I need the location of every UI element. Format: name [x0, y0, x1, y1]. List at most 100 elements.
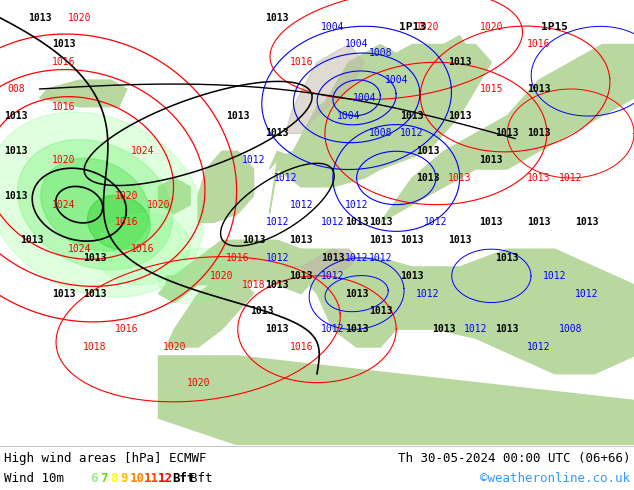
Text: 1013: 1013 — [4, 147, 28, 156]
Text: 1012: 1012 — [424, 218, 448, 227]
Text: 1013: 1013 — [448, 173, 472, 183]
Text: 1008: 1008 — [368, 49, 392, 58]
Text: 1013: 1013 — [242, 235, 266, 245]
Text: 1012: 1012 — [242, 155, 266, 165]
Polygon shape — [158, 240, 634, 374]
Text: 1013: 1013 — [51, 289, 75, 298]
Text: 1012: 1012 — [559, 173, 583, 183]
Text: 1012: 1012 — [321, 271, 345, 281]
Polygon shape — [158, 356, 634, 445]
Text: 1013: 1013 — [495, 324, 519, 334]
Text: 6: 6 — [90, 472, 98, 485]
Polygon shape — [0, 112, 204, 297]
Text: 1013: 1013 — [368, 235, 392, 245]
Text: 1004: 1004 — [337, 111, 361, 121]
Text: 1013: 1013 — [321, 253, 345, 263]
Polygon shape — [18, 140, 172, 270]
Text: 1013: 1013 — [28, 13, 51, 23]
Text: Th 30-05-2024 00:00 UTC (06+66): Th 30-05-2024 00:00 UTC (06+66) — [398, 452, 630, 465]
Text: 1013: 1013 — [289, 235, 313, 245]
Text: 1013: 1013 — [51, 40, 75, 49]
Text: 1013: 1013 — [289, 271, 313, 281]
Text: 12: 12 — [158, 472, 173, 485]
Text: 1020: 1020 — [186, 378, 210, 388]
Text: 1016: 1016 — [289, 342, 313, 352]
Text: 1020: 1020 — [51, 155, 75, 165]
Text: 1020: 1020 — [210, 271, 234, 281]
Polygon shape — [269, 36, 476, 169]
Text: 1013: 1013 — [226, 111, 250, 121]
Text: 1013: 1013 — [400, 235, 424, 245]
Text: 1016: 1016 — [51, 102, 75, 112]
Polygon shape — [380, 45, 634, 222]
Text: 1013: 1013 — [4, 111, 28, 121]
Text: 1013: 1013 — [400, 111, 424, 121]
Text: ©weatheronline.co.uk: ©weatheronline.co.uk — [480, 472, 630, 485]
Text: 1013: 1013 — [266, 128, 289, 139]
Text: 1012: 1012 — [368, 253, 392, 263]
Polygon shape — [269, 45, 476, 214]
Text: 1013: 1013 — [400, 271, 424, 281]
Text: 1020: 1020 — [162, 342, 186, 352]
Text: 1012: 1012 — [289, 199, 313, 210]
Text: 1013: 1013 — [345, 289, 368, 298]
Polygon shape — [285, 249, 356, 276]
Text: 1018: 1018 — [242, 280, 266, 290]
Polygon shape — [166, 276, 254, 347]
Text: 1020: 1020 — [479, 22, 503, 32]
Text: 1013: 1013 — [495, 253, 519, 263]
Text: 1013: 1013 — [448, 57, 472, 67]
Text: 1012: 1012 — [543, 271, 567, 281]
Text: 1024: 1024 — [67, 244, 91, 254]
Text: 1013: 1013 — [368, 306, 392, 317]
Text: 1020: 1020 — [67, 13, 91, 23]
Text: 1013: 1013 — [4, 191, 28, 201]
Text: 1012: 1012 — [321, 218, 345, 227]
Polygon shape — [198, 151, 254, 222]
Text: 1004: 1004 — [345, 40, 368, 49]
Polygon shape — [285, 45, 365, 133]
Text: 1013: 1013 — [527, 128, 551, 139]
Text: 1013: 1013 — [527, 218, 551, 227]
Text: 1013: 1013 — [266, 280, 289, 290]
Text: 1012: 1012 — [574, 289, 598, 298]
Text: 1013: 1013 — [432, 324, 456, 334]
Polygon shape — [39, 80, 127, 107]
Text: 9: 9 — [120, 472, 127, 485]
Text: 008: 008 — [7, 84, 25, 94]
Text: 1004: 1004 — [321, 22, 345, 32]
Text: 1013: 1013 — [416, 147, 440, 156]
Text: 1013: 1013 — [527, 84, 551, 94]
Text: 1012: 1012 — [345, 199, 368, 210]
Text: 11: 11 — [144, 472, 159, 485]
Text: 1020: 1020 — [416, 22, 440, 32]
Text: 1013: 1013 — [448, 235, 472, 245]
Text: 1004: 1004 — [384, 75, 408, 85]
Text: 1012: 1012 — [527, 342, 551, 352]
Text: 1013: 1013 — [479, 218, 503, 227]
Polygon shape — [41, 158, 150, 251]
Text: 1013: 1013 — [266, 324, 289, 334]
Text: 1024: 1024 — [131, 147, 155, 156]
Text: 1015: 1015 — [479, 84, 503, 94]
Text: 1016: 1016 — [226, 253, 250, 263]
Text: 1013: 1013 — [479, 155, 503, 165]
Text: 8: 8 — [110, 472, 117, 485]
Text: 1P15: 1P15 — [541, 22, 568, 32]
Text: High wind areas [hPa] ECMWF: High wind areas [hPa] ECMWF — [4, 452, 207, 465]
Text: 1013: 1013 — [368, 218, 392, 227]
Text: 1016: 1016 — [527, 40, 551, 49]
Text: 1013: 1013 — [250, 306, 273, 317]
Text: 1012: 1012 — [345, 253, 368, 263]
Text: 1008: 1008 — [559, 324, 583, 334]
Text: 1018: 1018 — [83, 342, 107, 352]
Text: 1008: 1008 — [368, 128, 392, 139]
Text: 1013: 1013 — [83, 289, 107, 298]
Text: 1016: 1016 — [131, 244, 155, 254]
Text: 1013: 1013 — [83, 253, 107, 263]
Text: 1013: 1013 — [448, 111, 472, 121]
Text: 1013: 1013 — [416, 173, 440, 183]
Text: 1013: 1013 — [495, 128, 519, 139]
Text: Wind 10m: Wind 10m — [4, 472, 64, 485]
Text: 1013: 1013 — [345, 324, 368, 334]
